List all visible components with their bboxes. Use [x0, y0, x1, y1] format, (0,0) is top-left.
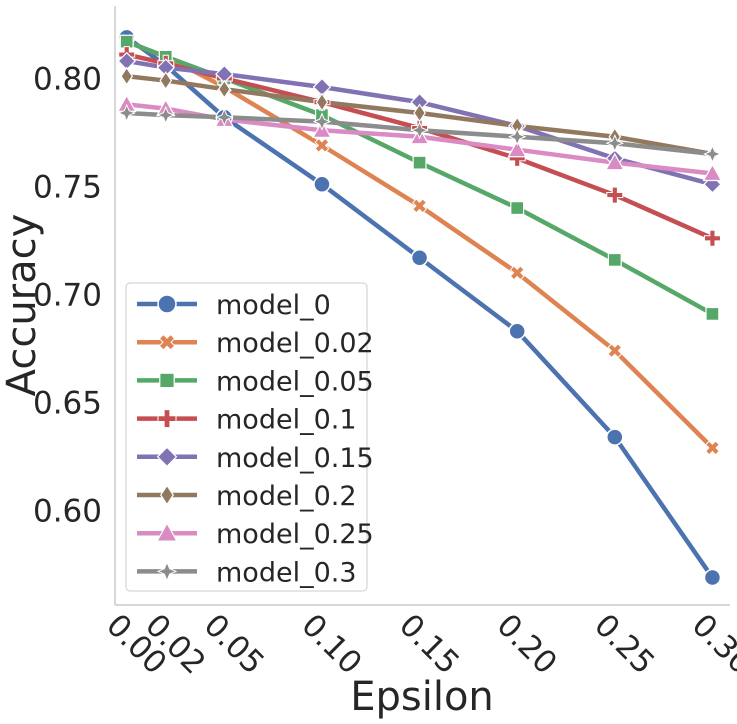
x-tick-label: 0.30	[685, 607, 737, 681]
legend-label: model_0.02	[216, 328, 374, 359]
axes	[114, 6, 730, 606]
data-point	[313, 175, 331, 194]
data-point	[412, 155, 427, 170]
data-point	[157, 409, 177, 429]
series-markers	[116, 28, 723, 587]
legend-label: model_0.25	[216, 519, 374, 550]
series-line	[124, 110, 715, 157]
data-point	[159, 484, 175, 506]
legend-label: model_0.1	[216, 405, 357, 436]
series-line	[124, 73, 715, 157]
data-point	[410, 120, 429, 140]
y-tick-label: 0.65	[33, 386, 102, 422]
x-ticks: 0.000.020.05 0.10 0.15 0.20 0.25 0.30	[99, 607, 737, 681]
data-point	[156, 522, 178, 542]
y-tick-label: 0.75	[33, 169, 102, 205]
x-axis-title: Epsilon	[350, 674, 494, 720]
data-point	[507, 139, 528, 158]
data-point	[605, 133, 625, 153]
data-point	[510, 201, 525, 216]
data-point	[604, 152, 625, 171]
series-line	[124, 58, 715, 187]
data-point	[703, 229, 721, 247]
x-tick-label: 0.20	[490, 607, 564, 681]
data-point	[607, 343, 623, 359]
data-point	[606, 428, 624, 446]
y-ticks: 0.60 0.65 0.70 0.75 0.80	[33, 61, 102, 529]
data-point	[508, 322, 526, 340]
legend-label: model_0.2	[216, 481, 357, 512]
data-point	[705, 306, 720, 321]
series-line	[124, 39, 715, 317]
data-point	[412, 198, 428, 214]
data-point	[315, 92, 329, 112]
data-point	[312, 112, 332, 131]
data-point	[215, 108, 234, 127]
legend-label: model_0.3	[216, 557, 357, 588]
data-point	[159, 71, 173, 91]
legend: model_0 model_0.02 model_0.05 model_0.1mode…	[125, 282, 374, 592]
legend-frame	[125, 282, 368, 592]
data-point	[703, 144, 722, 164]
series-lines	[124, 35, 715, 580]
data-point	[218, 79, 231, 99]
y-tick-label: 0.60	[33, 494, 102, 530]
data-point	[606, 186, 624, 204]
data-point	[702, 163, 723, 182]
legend-label: model_0.05	[216, 366, 374, 397]
series-line	[124, 35, 715, 580]
x-tick-label: 0.15	[392, 607, 466, 681]
y-tick-label: 0.80	[33, 61, 102, 97]
data-point	[157, 294, 177, 314]
data-point	[509, 265, 525, 281]
legend-label: model_0.15	[216, 443, 374, 474]
data-point	[117, 103, 136, 123]
data-point	[507, 127, 527, 147]
data-point	[156, 105, 176, 125]
data-point	[158, 333, 176, 351]
data-point	[703, 568, 722, 587]
series-line	[124, 102, 715, 176]
x-tick-label: 0.25	[587, 607, 661, 681]
data-point	[156, 446, 178, 468]
data-point	[704, 440, 720, 456]
data-point	[156, 561, 178, 582]
data-point	[314, 137, 330, 153]
data-point	[607, 252, 622, 267]
x-tick-label: 0.05	[197, 607, 271, 681]
data-point	[120, 66, 134, 86]
data-point	[410, 248, 429, 267]
series-line	[124, 52, 715, 241]
data-point	[159, 372, 175, 389]
y-axis-title: Accuracy	[0, 214, 45, 397]
y-tick-label: 0.70	[33, 277, 102, 313]
legend-label: model_0	[216, 290, 331, 321]
x-tick-label: 0.10	[294, 607, 368, 681]
